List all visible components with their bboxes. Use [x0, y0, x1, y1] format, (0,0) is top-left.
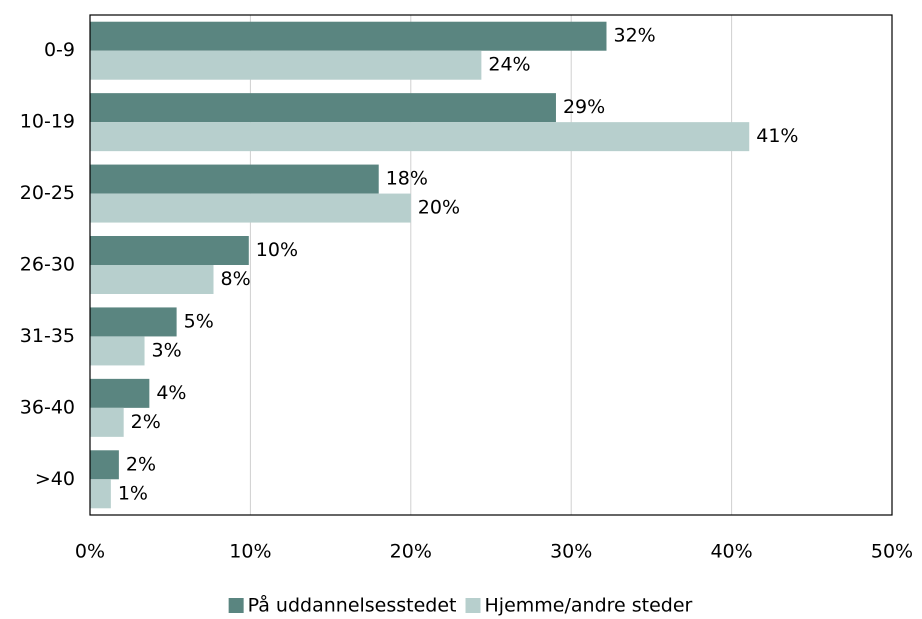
data-label: 10%	[256, 239, 298, 261]
bar	[90, 236, 249, 265]
x-tick-label: 40%	[710, 541, 752, 563]
bar	[90, 336, 145, 366]
legend-label: Hjemme/andre steder	[485, 595, 693, 617]
data-label: 29%	[563, 96, 605, 118]
x-tick-label: 50%	[871, 541, 913, 563]
data-label: 2%	[131, 411, 161, 433]
legend-swatch	[465, 598, 481, 613]
bar	[90, 265, 214, 294]
bar	[90, 50, 482, 80]
data-label: 1%	[118, 482, 148, 504]
data-label: 3%	[152, 339, 182, 361]
y-tick-label: 31-35	[20, 325, 75, 347]
legend-label: På uddannelsesstedet	[248, 594, 457, 617]
y-tick-label: >40	[35, 468, 75, 490]
plot-frame	[89, 14, 893, 516]
bar	[90, 378, 150, 408]
bar	[90, 164, 379, 194]
x-tick-label: 20%	[390, 541, 432, 563]
data-label: 8%	[221, 268, 251, 290]
bar	[90, 407, 124, 437]
x-tick-label: 0%	[75, 541, 105, 563]
y-tick-label: 26-30	[20, 254, 75, 276]
legend-swatch	[228, 598, 244, 613]
y-tick-label: 36-40	[20, 396, 75, 418]
data-label: 18%	[386, 168, 428, 190]
bar	[90, 122, 750, 152]
data-label: 41%	[756, 125, 798, 147]
data-label: 32%	[613, 25, 655, 47]
bar	[90, 93, 556, 123]
bar	[90, 450, 119, 480]
y-tick-label: 10-19	[20, 111, 75, 133]
data-label: 2%	[126, 453, 156, 475]
data-label: 5%	[184, 310, 214, 332]
bar	[90, 307, 177, 337]
data-label: 4%	[156, 382, 186, 404]
bar	[90, 21, 607, 51]
data-label: 20%	[418, 197, 460, 219]
y-tick-label: 20-25	[20, 182, 75, 204]
x-tick-label: 30%	[550, 541, 592, 563]
data-label: 24%	[488, 54, 530, 76]
bar	[90, 193, 411, 223]
y-tick-label: 0-9	[44, 39, 75, 61]
x-tick-label: 10%	[229, 541, 271, 563]
bar	[90, 479, 111, 509]
